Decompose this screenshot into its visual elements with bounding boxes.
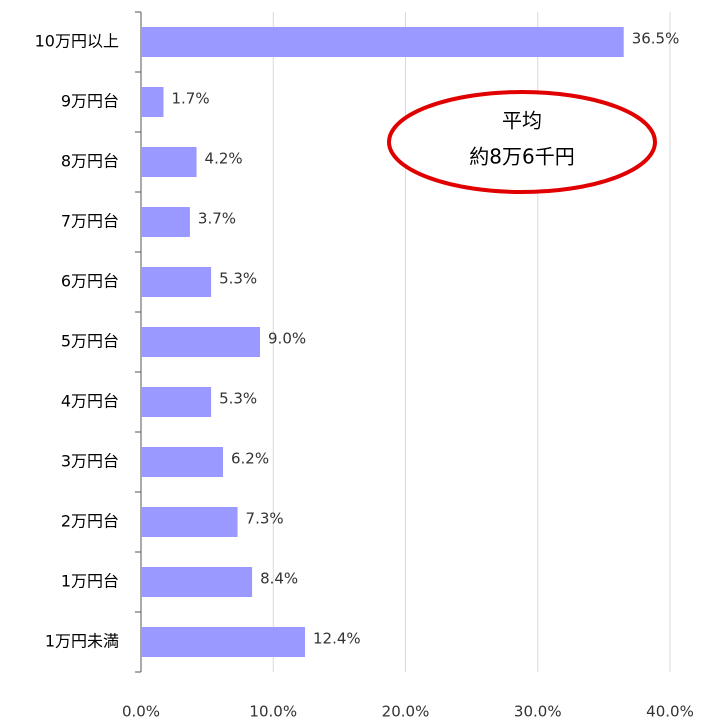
bar [141, 627, 305, 657]
bar [141, 147, 197, 177]
value-label: 7.3% [246, 510, 284, 528]
y-tick-label: 9万円台 [61, 92, 119, 111]
y-tick-label: 4万円台 [61, 392, 119, 411]
x-tick-label: 30.0% [514, 703, 562, 718]
value-label: 5.3% [219, 270, 257, 288]
value-label: 8.4% [260, 570, 298, 588]
y-tick-label: 2万円台 [61, 512, 119, 531]
y-tick-label: 1万円未満 [45, 632, 119, 651]
value-label: 5.3% [219, 390, 257, 408]
x-tick-label: 10.0% [249, 703, 297, 718]
value-label: 6.2% [231, 450, 269, 468]
x-tick-label: 40.0% [646, 703, 694, 718]
annotation: 平均 [502, 109, 542, 133]
value-label: 4.2% [205, 150, 243, 168]
value-label: 3.7% [198, 210, 236, 228]
y-tick-label: 10万円以上 [35, 32, 119, 51]
y-tick-label: 5万円台 [61, 332, 119, 351]
value-label: 1.7% [171, 90, 209, 108]
bar [141, 27, 624, 57]
y-tick-label: 6万円台 [61, 272, 119, 291]
y-tick-label: 7万円台 [61, 212, 119, 231]
y-tick-label: 1万円台 [61, 572, 119, 591]
value-label: 36.5% [632, 30, 680, 48]
bar [141, 87, 164, 117]
bar [141, 387, 212, 417]
bar [141, 567, 253, 597]
annotation-ellipse [387, 90, 657, 194]
bar [141, 207, 190, 237]
value-label: 12.4% [313, 630, 361, 648]
bar [141, 267, 212, 297]
bar [141, 327, 261, 357]
annotation: 約8万6千円 [469, 145, 574, 169]
value-label: 9.0% [268, 330, 306, 348]
x-tick-label: 0.0% [122, 703, 160, 718]
y-tick-label: 3万円台 [61, 452, 119, 471]
bar [141, 447, 223, 477]
x-tick-label: 20.0% [382, 703, 430, 718]
bar [141, 507, 238, 537]
y-tick-label: 8万円台 [61, 152, 119, 171]
